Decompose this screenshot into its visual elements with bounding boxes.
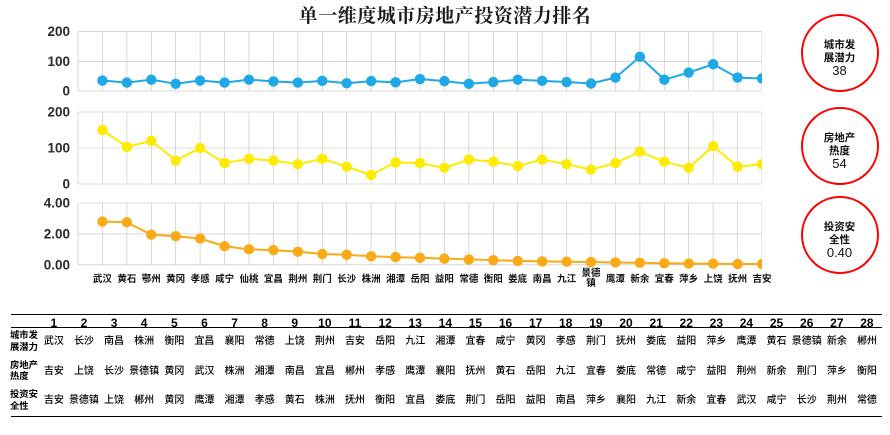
svg-text:100: 100 xyxy=(47,54,70,69)
svg-text:0: 0 xyxy=(62,177,70,192)
svg-text:0: 0 xyxy=(62,83,70,98)
svg-text:200: 200 xyxy=(47,24,70,39)
svg-text:100: 100 xyxy=(47,141,70,156)
svg-text:200: 200 xyxy=(47,105,70,120)
svg-text:4.00: 4.00 xyxy=(44,196,70,211)
svg-text:0.00: 0.00 xyxy=(44,257,70,272)
svg-text:2.00: 2.00 xyxy=(44,226,70,241)
